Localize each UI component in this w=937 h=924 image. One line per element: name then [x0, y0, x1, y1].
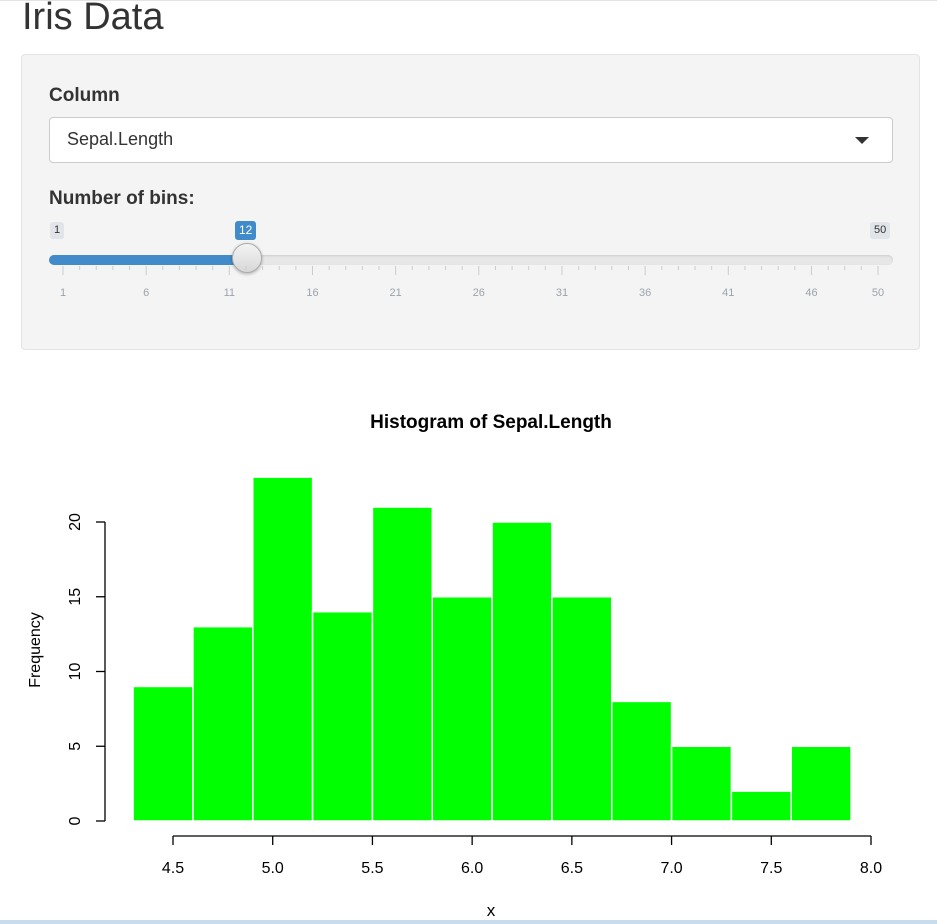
x-tick-label: 4.5 [162, 860, 184, 877]
slider-fill [49, 255, 248, 265]
column-select-value: Sepal.Length [67, 129, 174, 149]
y-tick-label: 10 [67, 663, 84, 681]
histogram-bar [670, 745, 733, 822]
caret-down-icon [855, 137, 869, 144]
slider-track[interactable] [49, 255, 893, 265]
bottom-border [0, 920, 937, 924]
slider-max-label: 50 [870, 222, 891, 239]
x-tick-label: 5.5 [361, 860, 383, 877]
histogram-bar [610, 700, 673, 822]
y-tick-label: 20 [67, 513, 84, 531]
chart-title: Histogram of Sepal.Length [370, 412, 612, 433]
x-tick-label: 5.0 [262, 860, 284, 877]
histogram-bar [491, 521, 553, 822]
x-tick-label: 8.0 [860, 860, 882, 877]
bins-label: Number of bins: [49, 188, 195, 209]
y-tick-label: 5 [67, 742, 84, 751]
x-tick-label: 6.0 [461, 860, 483, 877]
histogram-bar [730, 790, 792, 822]
x-tick-label: 7.0 [660, 860, 682, 877]
x-tick-label: 6.5 [561, 860, 583, 877]
column-label: Column [49, 85, 120, 106]
histogram-bar [551, 596, 613, 822]
histogram-bar [192, 625, 254, 822]
histogram-bar [252, 476, 314, 822]
slider-value-label: 12 [235, 221, 257, 240]
histogram-bar [311, 610, 374, 822]
histogram-bar [371, 506, 434, 822]
sidebar-panel [21, 54, 920, 350]
x-tick-label: 7.5 [760, 860, 782, 877]
y-axis-label: Frequency [27, 612, 44, 688]
slider-min-label: 1 [50, 222, 65, 239]
page-title: Iris Data [22, 0, 164, 38]
y-tick-label: 0 [67, 816, 84, 825]
histogram-chart: Histogram of Sepal.Length Frequency x 4.… [27, 412, 882, 920]
column-select[interactable]: Sepal.Length [49, 117, 893, 163]
top-border [0, 0, 937, 1]
slider-handle[interactable] [232, 243, 262, 273]
x-axis-label: x [487, 901, 496, 920]
histogram-bar [790, 745, 852, 822]
y-tick-label: 15 [67, 588, 84, 606]
histogram-bar [431, 596, 493, 822]
histogram-bar [132, 685, 194, 822]
